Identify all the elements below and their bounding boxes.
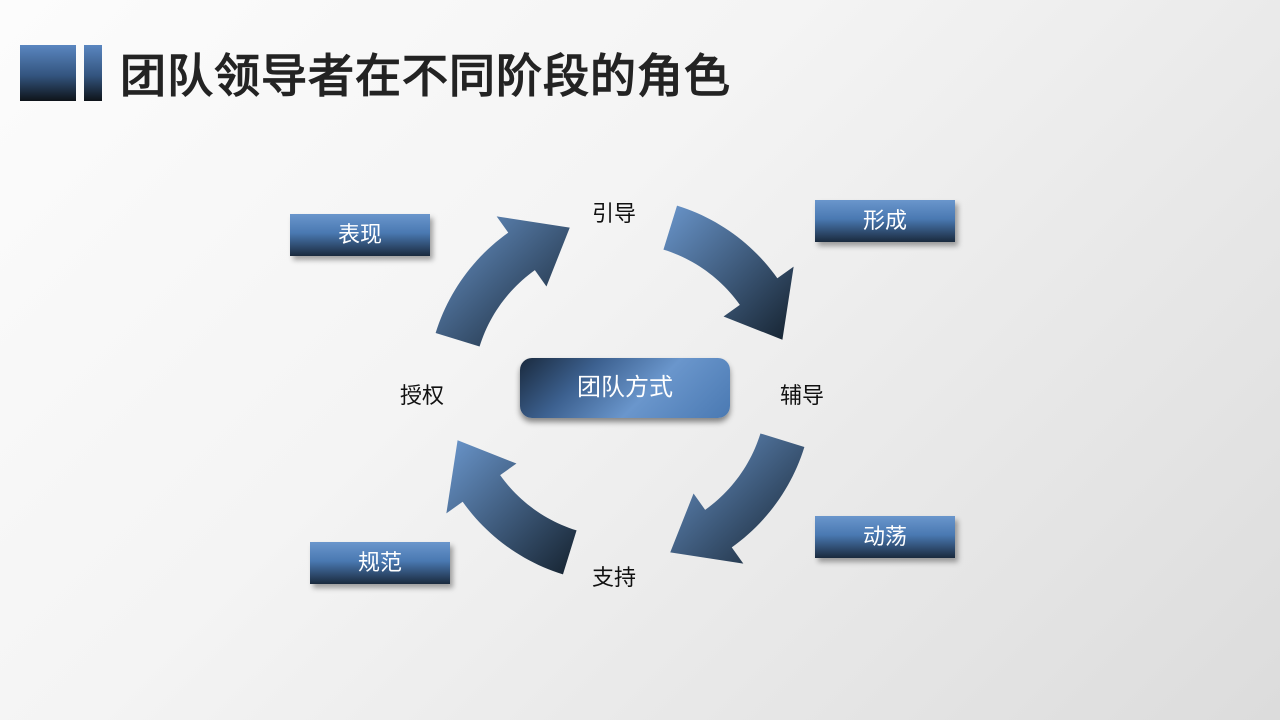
diagram-stage: 团队方式 形成 动荡 规范 表现 引导 辅导 支持 授权 [0,0,1280,720]
center-box: 团队方式 [520,358,730,418]
box-storming: 动荡 [815,516,955,558]
box-forming: 形成 [815,200,955,242]
box-performing: 表现 [290,214,430,256]
label-coach: 辅导 [780,378,824,410]
label-empower: 授权 [400,378,444,410]
label-support: 支持 [592,560,636,592]
box-norming: 规范 [310,542,450,584]
label-guide: 引导 [592,196,636,228]
